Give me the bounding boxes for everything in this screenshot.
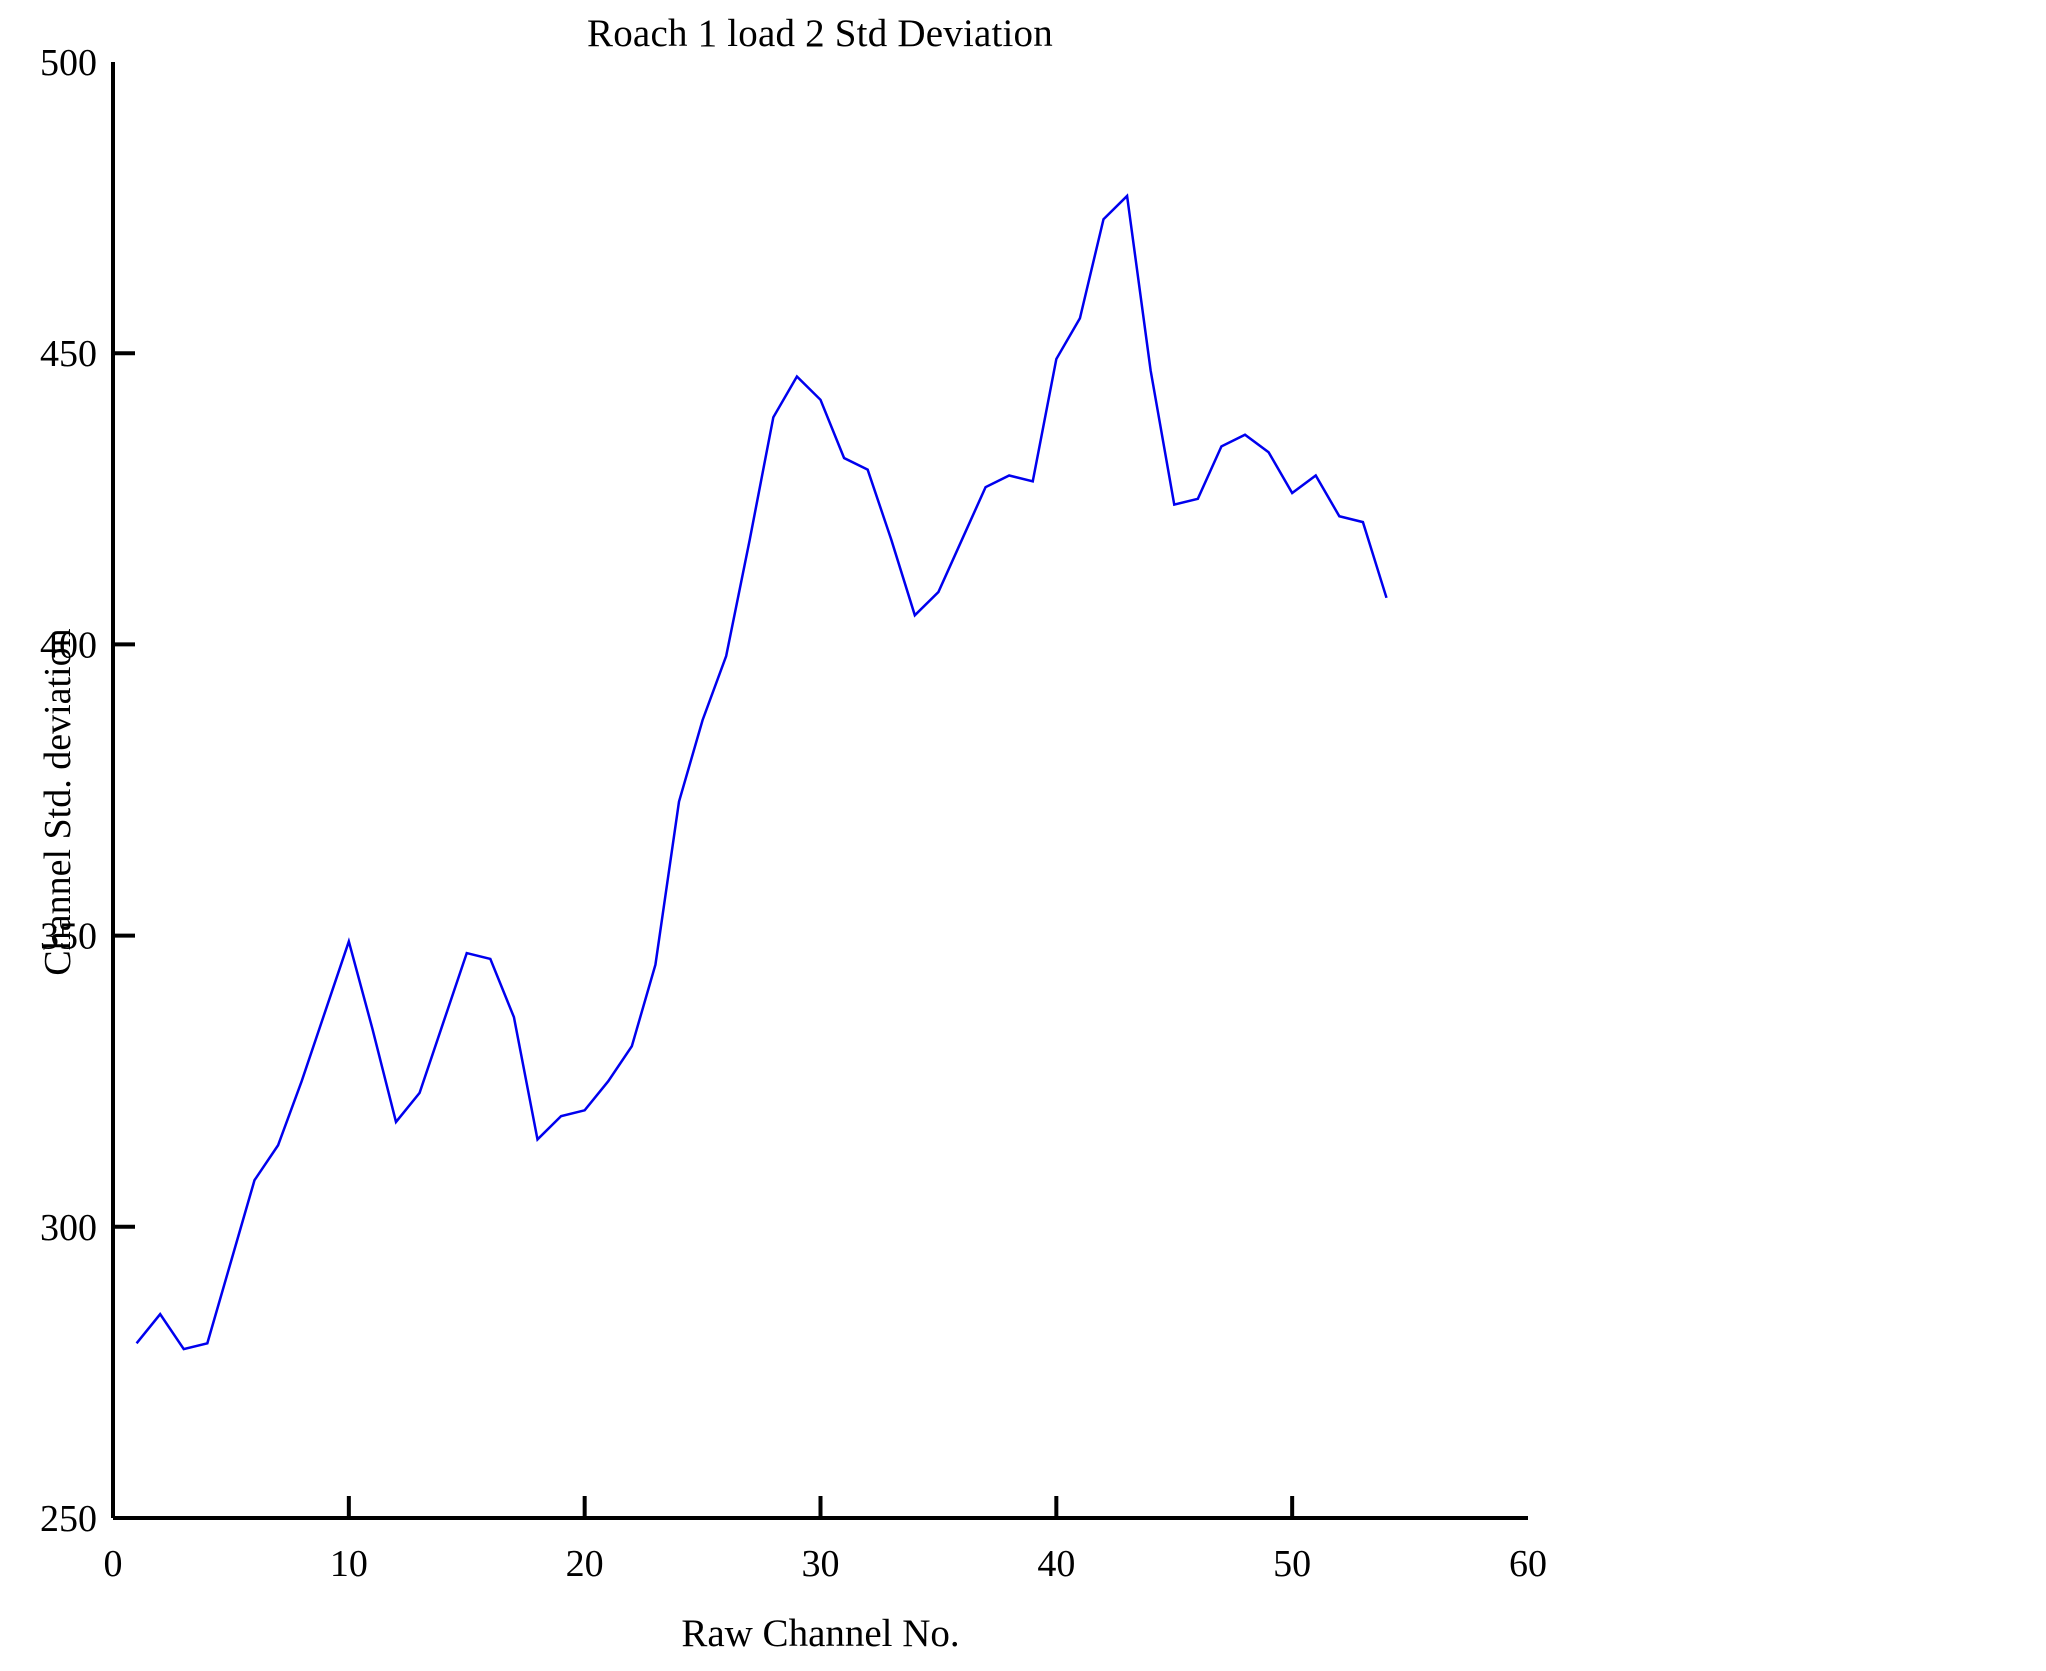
y-axis-tick-label: 450	[40, 333, 97, 375]
y-axis-tick-label: 300	[40, 1207, 97, 1249]
x-axis-tick-label: 0	[104, 1543, 123, 1585]
y-axis-tick-labels: 250 300 350 400 450 500	[40, 42, 97, 1540]
x-axis-tick-label: 40	[1037, 1543, 1075, 1585]
y-axis-tick-label: 250	[40, 1498, 97, 1540]
x-axis-tick-label: 10	[330, 1543, 368, 1585]
y-axis-ticks	[113, 351, 135, 1229]
y-axis-tick-label: 350	[40, 916, 97, 958]
x-axis-tick-labels: 0 10 20 30 40 50 60	[104, 1543, 1548, 1585]
x-axis-tick-label: 60	[1509, 1543, 1547, 1585]
x-axis-ticks	[346, 1496, 1295, 1518]
y-axis-tick-label: 500	[40, 42, 97, 84]
x-axis-label: Raw Channel No.	[681, 1612, 960, 1655]
x-axis-tick-label: 30	[802, 1543, 840, 1585]
data-series-line	[135, 193, 1388, 1351]
page-title: Roach 1 load 2 Std Deviation	[587, 12, 1053, 55]
x-axis-tick-label: 50	[1273, 1543, 1311, 1585]
x-axis-tick-label: 20	[566, 1543, 604, 1585]
axis-lines	[111, 62, 1528, 1520]
y-axis-tick-label: 400	[40, 624, 97, 666]
